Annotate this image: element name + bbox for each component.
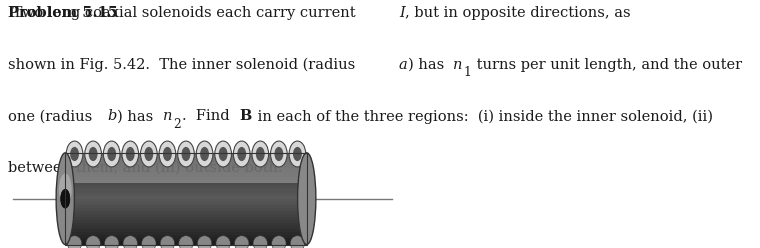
Text: between them, and (iii) outside both.: between them, and (iii) outside both. xyxy=(8,161,283,175)
Text: 2: 2 xyxy=(173,118,181,130)
Bar xyxy=(65,192,307,196)
Ellipse shape xyxy=(182,147,191,161)
Ellipse shape xyxy=(126,147,135,161)
Ellipse shape xyxy=(271,141,287,167)
Ellipse shape xyxy=(290,236,305,248)
Bar xyxy=(65,168,307,171)
Bar xyxy=(65,205,307,208)
Bar xyxy=(65,223,307,226)
Ellipse shape xyxy=(59,173,71,206)
Ellipse shape xyxy=(104,236,119,248)
Bar xyxy=(65,162,307,165)
Text: B: B xyxy=(239,109,252,123)
Ellipse shape xyxy=(86,236,100,248)
Bar xyxy=(65,211,307,214)
Text: turns per unit length, and the outer: turns per unit length, and the outer xyxy=(472,58,743,72)
Text: 1: 1 xyxy=(464,66,471,79)
Ellipse shape xyxy=(141,141,157,167)
Ellipse shape xyxy=(179,236,193,248)
Ellipse shape xyxy=(141,236,156,248)
Text: a: a xyxy=(398,58,407,72)
Ellipse shape xyxy=(103,141,120,167)
Bar xyxy=(65,214,307,217)
Bar xyxy=(65,189,307,192)
Ellipse shape xyxy=(107,147,116,161)
Bar xyxy=(65,229,307,232)
Ellipse shape xyxy=(237,147,246,161)
Ellipse shape xyxy=(219,147,227,161)
Bar xyxy=(65,208,307,211)
Ellipse shape xyxy=(293,147,302,161)
Text: .  Find: . Find xyxy=(182,109,234,123)
Bar xyxy=(65,199,307,202)
Bar xyxy=(65,238,307,242)
Bar xyxy=(65,220,307,223)
Bar xyxy=(65,242,307,245)
Ellipse shape xyxy=(196,141,213,167)
Ellipse shape xyxy=(85,141,101,167)
Ellipse shape xyxy=(160,236,175,248)
Ellipse shape xyxy=(198,236,212,248)
Ellipse shape xyxy=(253,236,268,248)
Bar xyxy=(65,186,307,189)
Ellipse shape xyxy=(235,236,249,248)
Text: n: n xyxy=(453,58,463,72)
Bar xyxy=(65,235,307,238)
Ellipse shape xyxy=(216,236,230,248)
Ellipse shape xyxy=(178,141,195,167)
Text: shown in Fig. 5.42.  The inner solenoid (radius: shown in Fig. 5.42. The inner solenoid (… xyxy=(8,58,360,72)
Bar xyxy=(65,196,307,199)
Ellipse shape xyxy=(289,141,306,167)
Bar xyxy=(65,183,307,186)
Bar xyxy=(65,217,307,220)
Bar xyxy=(65,180,307,183)
Bar xyxy=(65,232,307,235)
Text: in each of the three regions:  (i) inside the inner solenoid, (ii): in each of the three regions: (i) inside… xyxy=(253,109,713,124)
Ellipse shape xyxy=(215,141,232,167)
Bar xyxy=(65,156,307,159)
Text: one (radius: one (radius xyxy=(8,109,97,123)
Ellipse shape xyxy=(298,153,316,245)
Text: ) has: ) has xyxy=(408,58,449,72)
Ellipse shape xyxy=(70,147,79,161)
Ellipse shape xyxy=(66,141,83,167)
Ellipse shape xyxy=(122,141,138,167)
Bar xyxy=(65,153,307,183)
Ellipse shape xyxy=(89,147,97,161)
Ellipse shape xyxy=(200,147,209,161)
Ellipse shape xyxy=(274,147,283,161)
Ellipse shape xyxy=(256,147,264,161)
Ellipse shape xyxy=(252,141,268,167)
Text: Two long coaxial solenoids each carry current: Two long coaxial solenoids each carry cu… xyxy=(8,6,361,20)
Ellipse shape xyxy=(159,141,176,167)
Text: n: n xyxy=(163,109,172,123)
Ellipse shape xyxy=(233,141,250,167)
Bar xyxy=(65,202,307,205)
Bar xyxy=(65,153,307,156)
Ellipse shape xyxy=(163,147,172,161)
Bar xyxy=(65,226,307,229)
Ellipse shape xyxy=(271,236,286,248)
Ellipse shape xyxy=(61,189,70,208)
Text: Problem 5.15: Problem 5.15 xyxy=(8,6,119,20)
Text: ) has: ) has xyxy=(117,109,158,123)
Text: I: I xyxy=(399,6,404,20)
Ellipse shape xyxy=(144,147,154,161)
Bar xyxy=(65,177,307,180)
Bar xyxy=(65,159,307,162)
Ellipse shape xyxy=(56,153,74,245)
Bar xyxy=(65,171,307,174)
Bar xyxy=(65,153,307,245)
Bar xyxy=(65,174,307,177)
Text: b: b xyxy=(107,109,116,123)
Text: , but in opposite directions, as: , but in opposite directions, as xyxy=(405,6,631,20)
Ellipse shape xyxy=(123,236,138,248)
Bar xyxy=(65,165,307,168)
Ellipse shape xyxy=(68,236,82,248)
